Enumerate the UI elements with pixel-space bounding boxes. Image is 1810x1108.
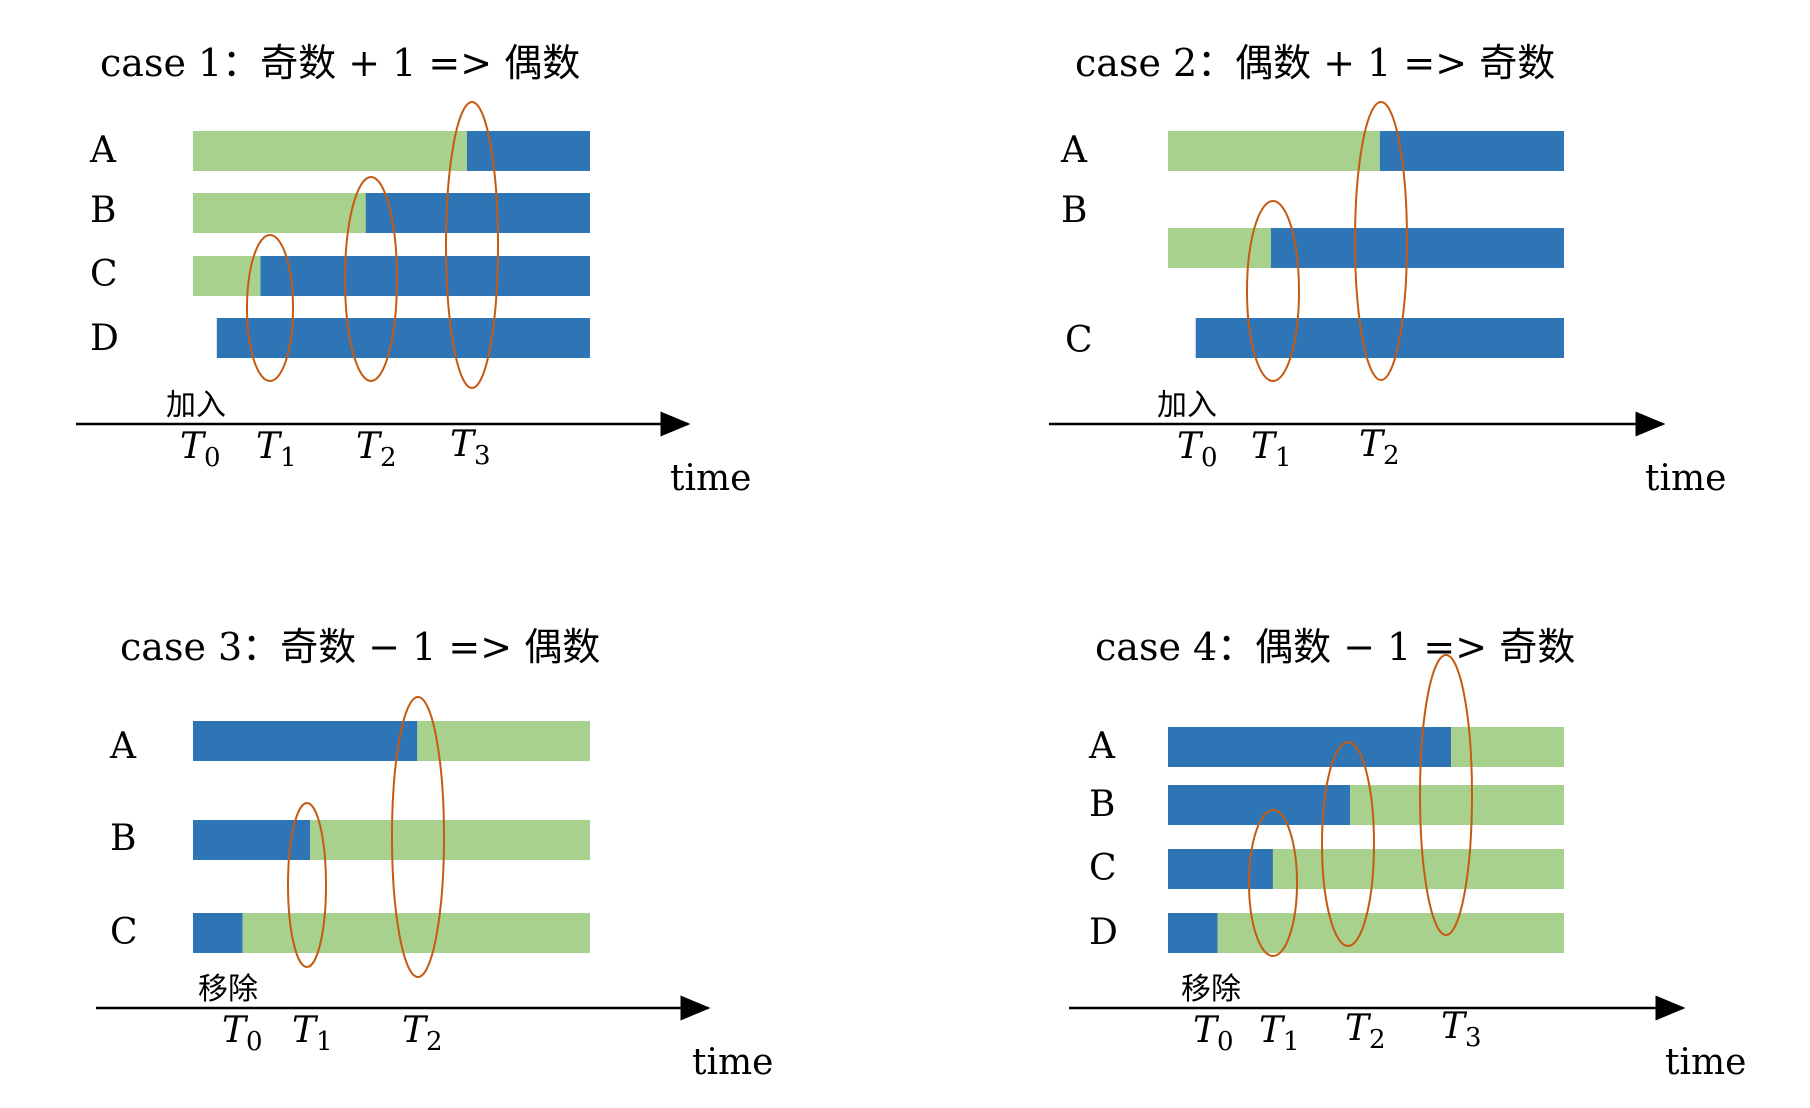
panel-title: case 3：奇数 − 1 => 偶数 (120, 625, 601, 669)
bar-segment-blue (1168, 849, 1273, 889)
transition-ellipse-1 (246, 234, 294, 382)
transition-ellipse-1 (287, 802, 327, 968)
time-axis-label: time (692, 1042, 774, 1083)
row-label-b: B (1089, 784, 1116, 825)
panel-title: case 4：偶数 − 1 => 奇数 (1095, 625, 1576, 669)
bar-segment-blue (260, 256, 590, 296)
tick-t2: T2 (356, 426, 397, 473)
tick-t2: T2 (1359, 424, 1400, 471)
bar-segment-green (417, 721, 590, 761)
tick-t1: T1 (292, 1010, 333, 1057)
bar-segment-green (193, 131, 467, 171)
bar-segment-green (1350, 785, 1564, 825)
panel-title: case 2：偶数 + 1 => 奇数 (1075, 41, 1556, 85)
time-axis-label: time (1665, 1042, 1747, 1083)
tick-t1: T1 (1259, 1010, 1300, 1057)
bar-segment-blue (1379, 131, 1564, 171)
bar-segment-blue (1168, 913, 1218, 953)
panel-3-graphics (96, 696, 711, 1021)
time-axis-label: time (1645, 458, 1727, 499)
tick-t2: T2 (402, 1010, 443, 1057)
row-label-a: A (1061, 130, 1087, 171)
row-label-a: A (110, 726, 136, 767)
tick-t0: T0 (1177, 426, 1218, 473)
event-label: 加入 (166, 388, 226, 423)
bar-segment-blue (365, 193, 590, 233)
bar-segment-blue (466, 131, 590, 171)
bar-segment-blue (193, 820, 311, 860)
panel-2-graphics (1049, 101, 1666, 437)
transition-ellipse-2 (391, 696, 445, 978)
row-label-c: C (110, 912, 138, 953)
bar-segment-green (1272, 849, 1564, 889)
bar-segment-blue (1270, 228, 1564, 268)
bar-segment-green (193, 256, 261, 296)
panel-4-graphics (1069, 654, 1686, 1021)
tick-t3: T3 (1441, 1006, 1482, 1053)
tick-t1: T1 (256, 426, 297, 473)
bar-segment-blue (193, 721, 418, 761)
transition-ellipse-2 (1354, 101, 1408, 381)
transition-ellipse-3 (445, 101, 499, 389)
bar-segment-green (310, 820, 590, 860)
bar-segment-blue (193, 913, 243, 953)
tick-t0: T0 (180, 426, 221, 473)
bar-segment-blue (216, 318, 590, 358)
tick-t0: T0 (1193, 1010, 1234, 1057)
tick-t2: T2 (1345, 1008, 1386, 1055)
bar-segment-blue (1195, 318, 1564, 358)
bar-segment-green (242, 913, 590, 953)
row-label-c: C (90, 254, 118, 295)
event-label: 移除 (1181, 972, 1241, 1007)
bar-segment-green (1168, 228, 1271, 268)
time-axis-label: time (670, 458, 752, 499)
transition-ellipse-2 (1321, 741, 1375, 947)
transition-ellipse-1 (1248, 809, 1298, 957)
row-label-b: B (1061, 190, 1088, 231)
row-label-b: B (110, 818, 137, 859)
transition-ellipse-3 (1419, 654, 1473, 936)
transition-ellipse-1 (1246, 200, 1300, 382)
panel-case-3: case 3：奇数 − 1 => 偶数 A B C 移除 T0 T1 T2 ti… (0, 554, 905, 1108)
bar-segment-green (1217, 913, 1564, 953)
panel-case-1: case 1：奇数 + 1 => 偶数 A B C D 加入 T0 T1 T2 … (0, 0, 905, 554)
bar-segment-green (193, 193, 366, 233)
tick-t1: T1 (1251, 426, 1292, 473)
transition-ellipse-2 (344, 176, 398, 382)
bar-segment-blue (1168, 727, 1452, 767)
row-label-a: A (90, 130, 116, 171)
panel-title: case 1：奇数 + 1 => 偶数 (100, 41, 581, 85)
row-label-b: B (90, 190, 117, 231)
tick-t0: T0 (222, 1010, 263, 1057)
panel-1-graphics (76, 101, 691, 437)
panel-case-2: case 2：偶数 + 1 => 奇数 A B C 加入 T0 T1 T2 ti… (905, 0, 1810, 554)
row-label-d: D (1089, 912, 1118, 953)
tick-t3: T3 (450, 424, 491, 471)
panel-case-4: case 4：偶数 − 1 => 奇数 A B C D 移除 T0 T1 T2 … (905, 554, 1810, 1108)
row-label-d: D (90, 318, 119, 359)
event-label: 加入 (1157, 388, 1217, 423)
row-label-c: C (1089, 848, 1117, 889)
bar-segment-green (1168, 131, 1380, 171)
event-label: 移除 (198, 972, 258, 1007)
row-label-a: A (1089, 726, 1115, 767)
bar-segment-green (1451, 727, 1564, 767)
row-label-c: C (1065, 320, 1093, 361)
bar-segment-blue (1168, 785, 1351, 825)
